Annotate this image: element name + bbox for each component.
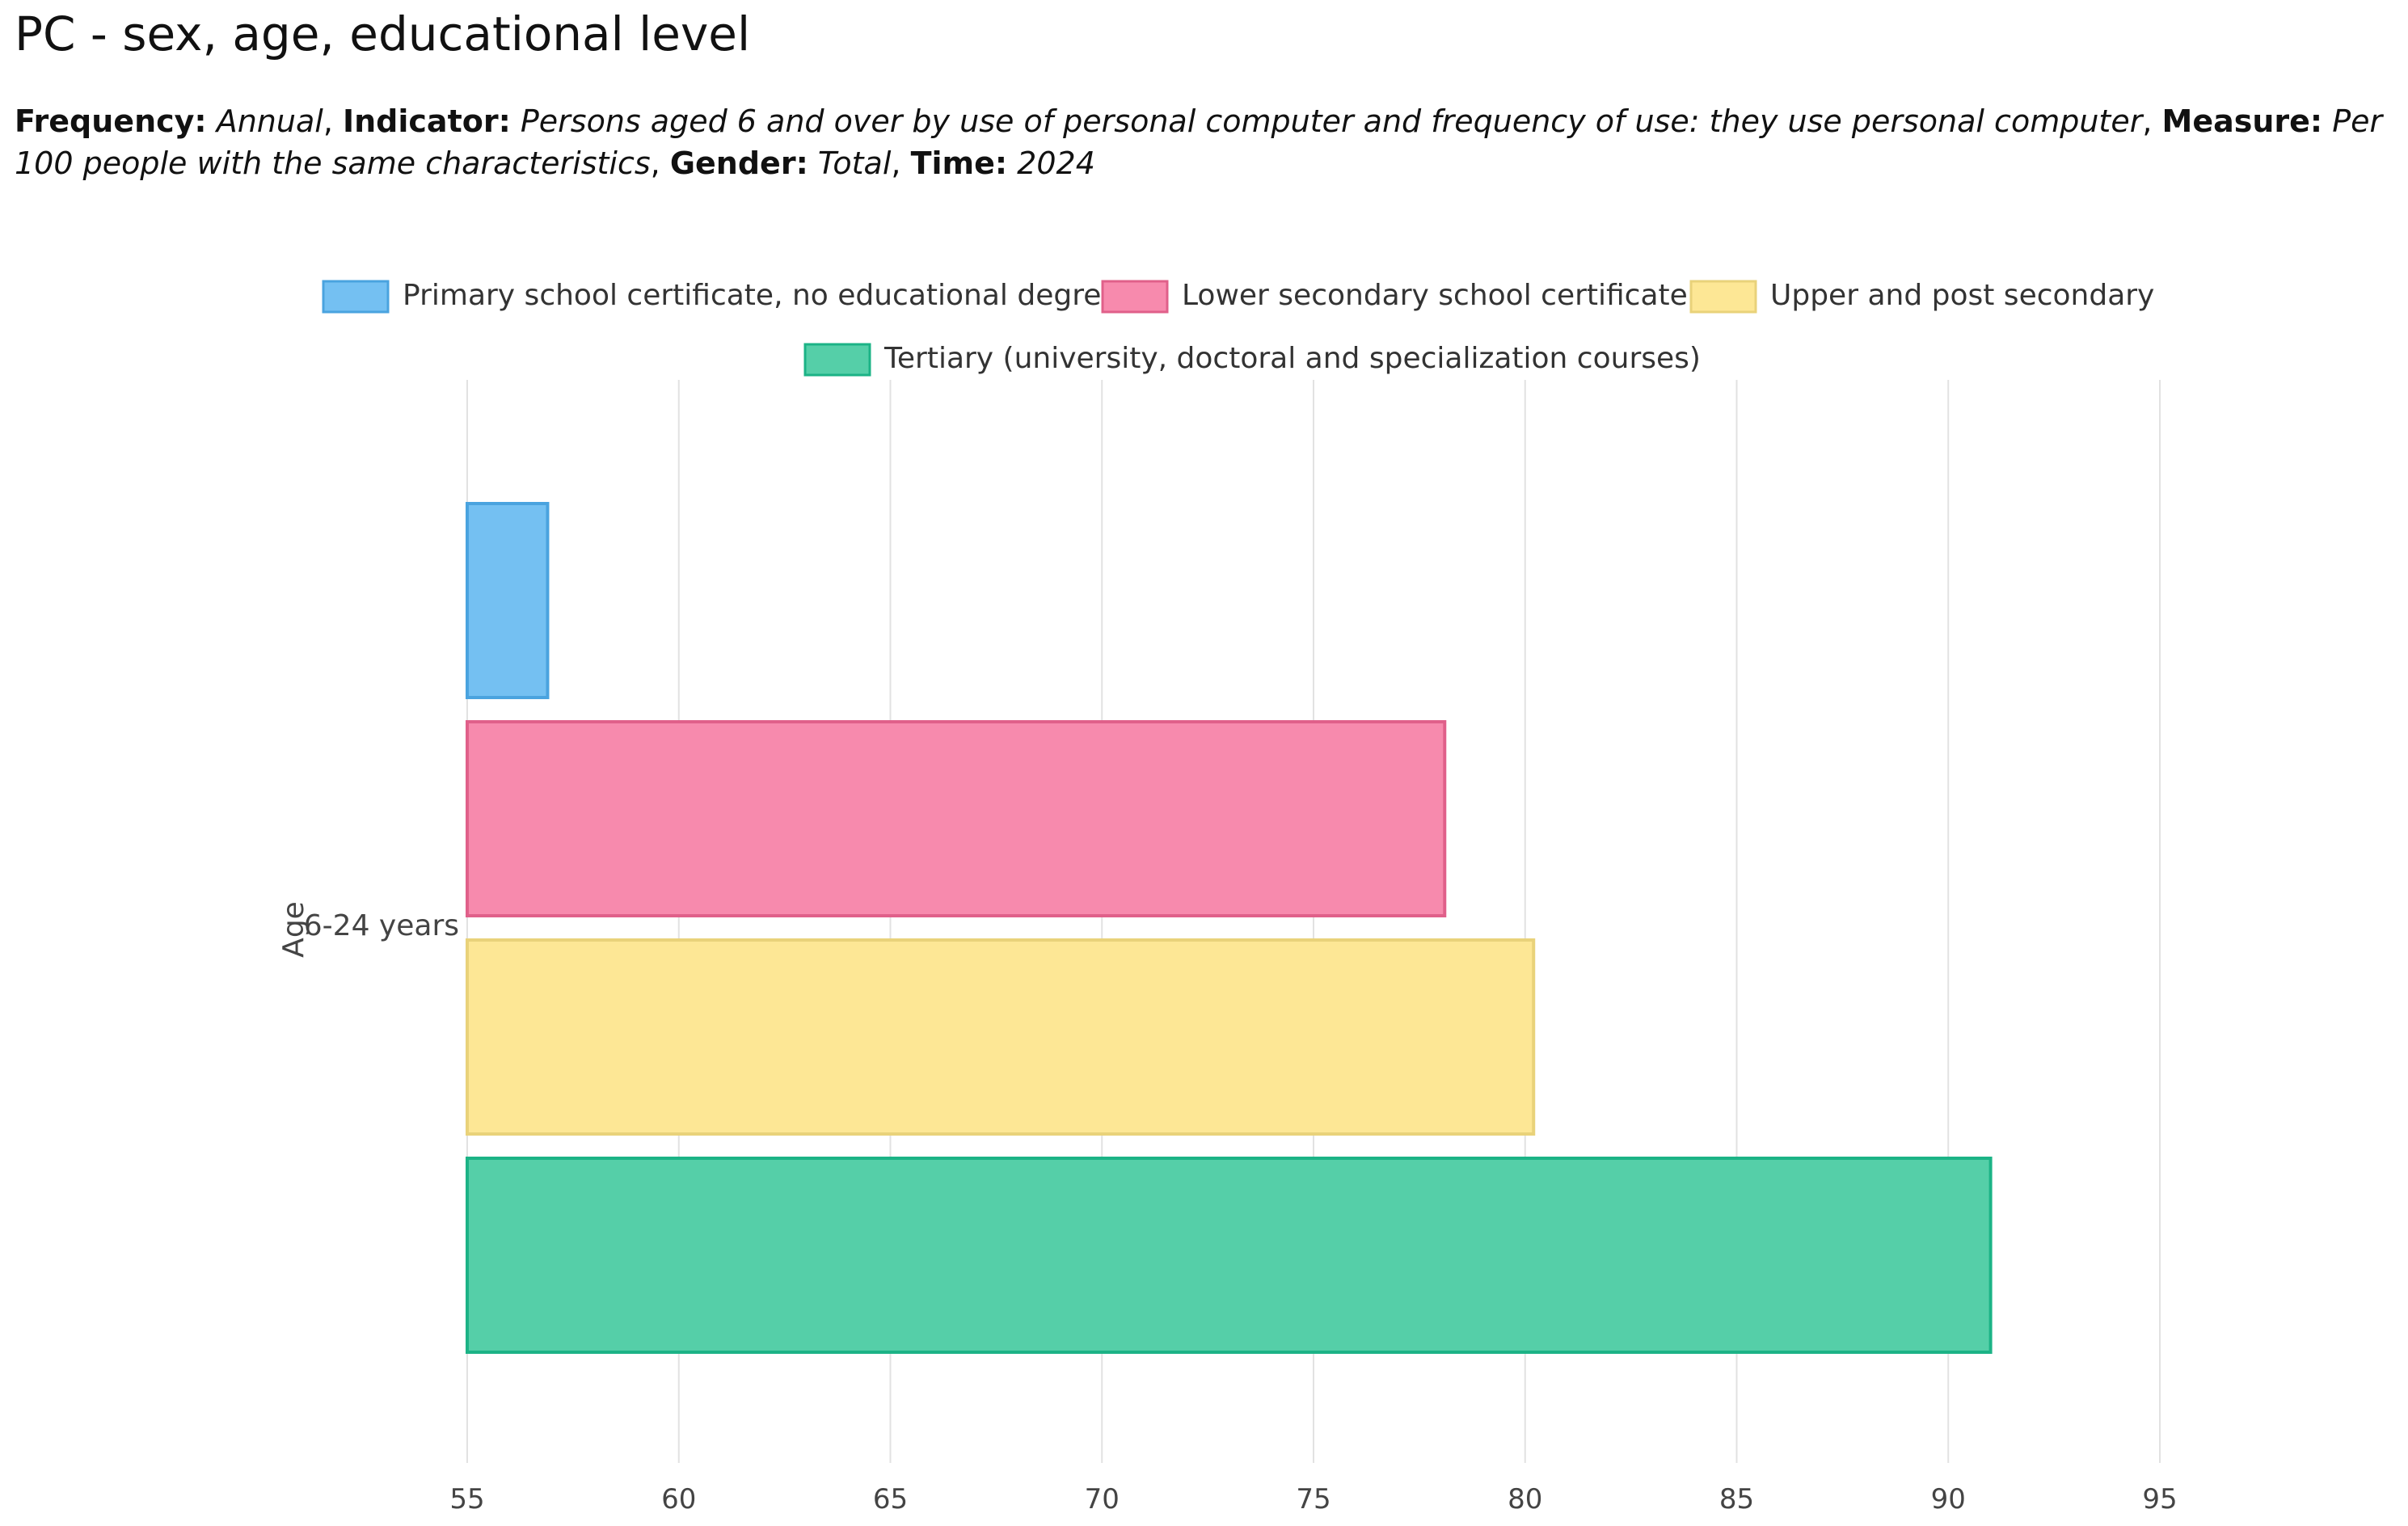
separator: , — [323, 103, 343, 139]
bar-series-2[interactable] — [466, 720, 1447, 917]
x-tick-label: 65 — [873, 1483, 908, 1515]
indicator-value: Persons aged 6 and over by use of person… — [520, 103, 2143, 139]
legend-label: Upper and post secondary — [1770, 279, 2154, 312]
legend-swatch — [322, 280, 390, 314]
legend-item-4[interactable]: Tertiary (university, doctoral and speci… — [803, 342, 1701, 377]
x-tick-label: 60 — [661, 1483, 696, 1515]
legend-item-2[interactable]: Lower secondary school certificate — [1101, 279, 1688, 314]
gender-value: Total — [817, 145, 892, 181]
legend-swatch — [1101, 280, 1169, 314]
separator: , — [891, 145, 911, 181]
x-tick-label: 75 — [1296, 1483, 1331, 1515]
bars — [466, 502, 1993, 1354]
separator: , — [2142, 103, 2162, 139]
x-tick-label: 55 — [449, 1483, 484, 1515]
measure-label: Measure: — [2161, 103, 2323, 139]
frequency-value: Annual — [216, 103, 323, 139]
frequency-label: Frequency: — [15, 103, 207, 139]
legend[interactable]: Primary school certificate, no education… — [322, 279, 2154, 377]
x-tick-label: 80 — [1508, 1483, 1542, 1515]
legend-item-1[interactable]: Primary school certificate, no education… — [322, 279, 1120, 314]
legend-label: Lower secondary school certificate — [1182, 279, 1688, 312]
legend-swatch — [1689, 280, 1757, 314]
separator: , — [650, 145, 670, 181]
legend-swatch — [803, 343, 871, 377]
x-tick-label: 85 — [1719, 1483, 1754, 1515]
time-label: Time: — [910, 145, 1008, 181]
x-tick-label: 70 — [1085, 1483, 1120, 1515]
x-tick-label: 90 — [1931, 1483, 1966, 1515]
legend-label: Primary school certificate, no education… — [403, 279, 1120, 312]
legend-label: Tertiary (university, doctoral and speci… — [883, 342, 1701, 375]
y-axis-title: Age — [277, 901, 310, 958]
bar-series-3[interactable] — [466, 938, 1536, 1136]
bar-series-1[interactable] — [466, 502, 550, 699]
y-category-label: 6-24 years — [304, 909, 459, 942]
measure-value: Per 100 people with the same characteris… — [15, 103, 2383, 181]
time-value: 2024 — [1017, 145, 1095, 181]
indicator-label: Indicator: — [342, 103, 511, 139]
gender-label: Gender: — [669, 145, 808, 181]
x-axis-ticks: 55 60 65 70 75 80 85 90 95 — [449, 1483, 2177, 1515]
chart-subtitle: Frequency: Annual, Indicator: Persons ag… — [15, 100, 2399, 184]
bar-series-4[interactable] — [466, 1157, 1993, 1354]
x-tick-label: 95 — [2142, 1483, 2177, 1515]
legend-item-3[interactable]: Upper and post secondary — [1689, 279, 2154, 314]
page-title: PC - sex, age, educational level — [15, 6, 751, 61]
